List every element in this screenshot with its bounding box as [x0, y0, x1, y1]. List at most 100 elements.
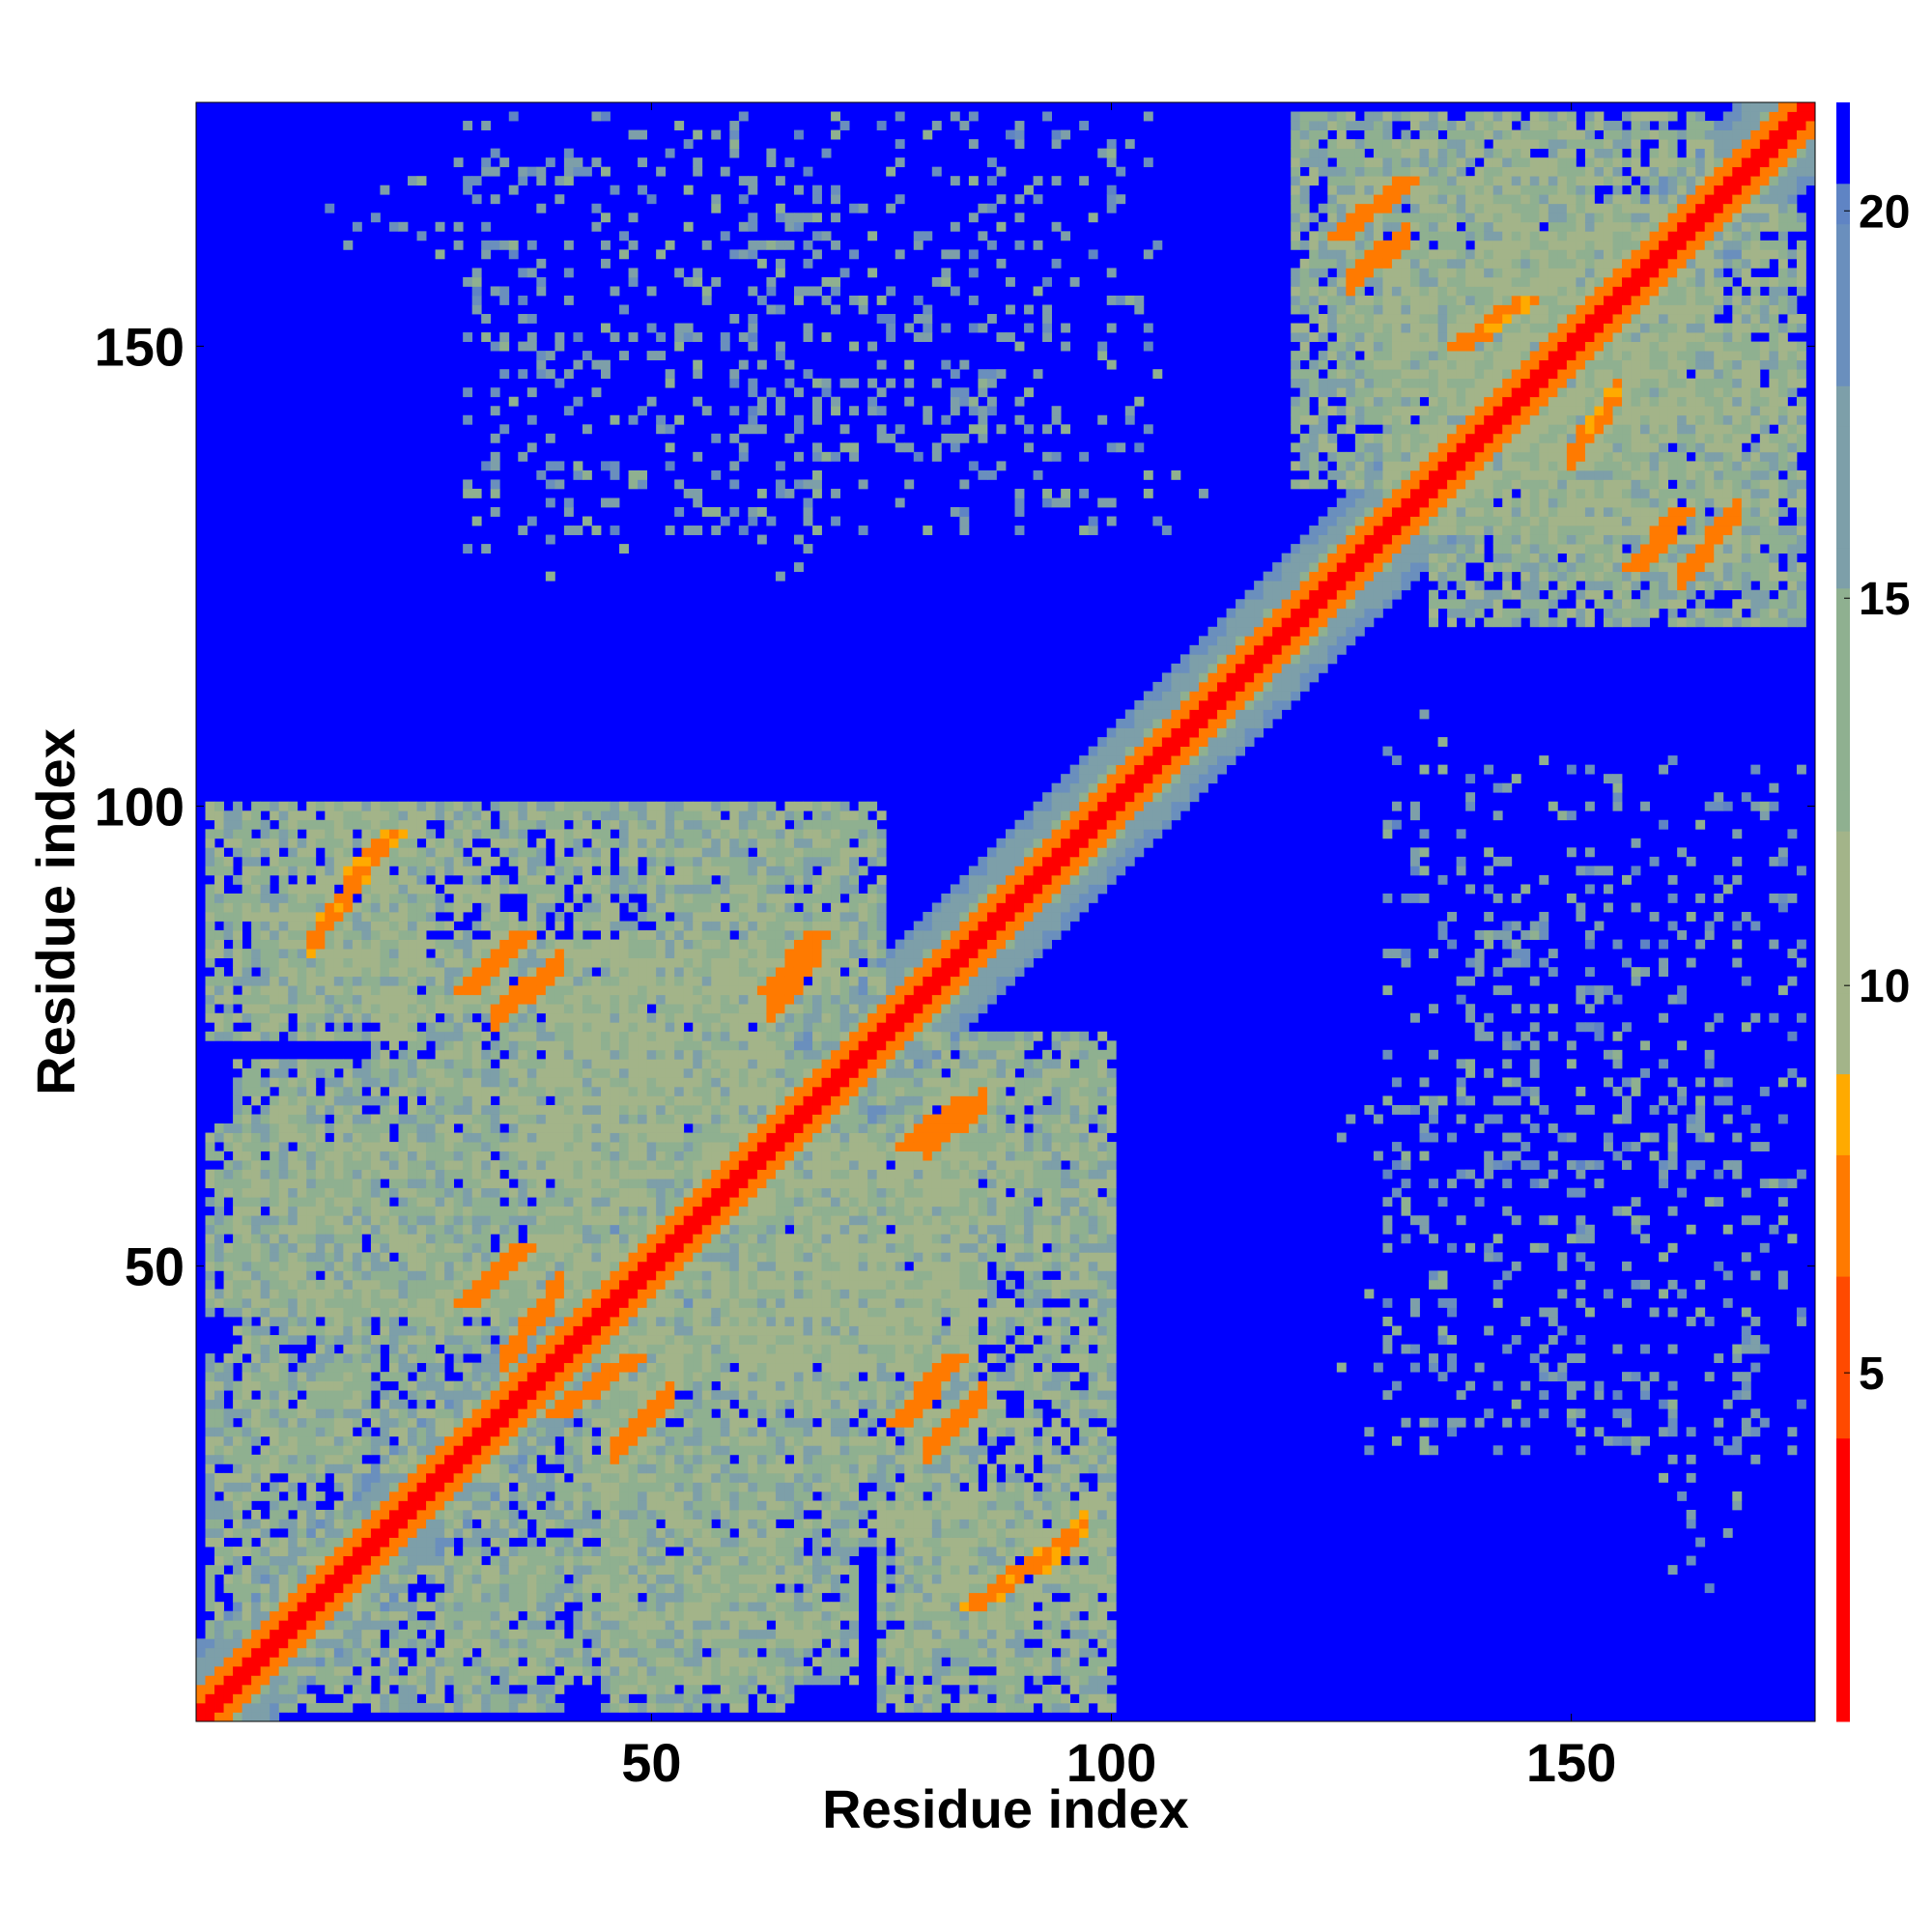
- heatmap-cell: [435, 1077, 445, 1088]
- heatmap-cell: [683, 810, 694, 821]
- heatmap-cell: [582, 1012, 592, 1023]
- heatmap-cell: [333, 1104, 344, 1115]
- heatmap-cell: [223, 1665, 234, 1676]
- heatmap-cell: [242, 1657, 252, 1667]
- heatmap-cell: [453, 1693, 464, 1704]
- heatmap-cell: [463, 1040, 473, 1051]
- heatmap-cell: [306, 1307, 317, 1318]
- heatmap-cell: [646, 902, 657, 913]
- heatmap-cell: [205, 1242, 215, 1253]
- heatmap-cell: [646, 1049, 657, 1060]
- heatmap-cell: [297, 1592, 307, 1603]
- heatmap-cell: [610, 1270, 620, 1281]
- heatmap-cell: [242, 1114, 252, 1124]
- heatmap-cell: [214, 1684, 224, 1694]
- heatmap-cell: [638, 994, 648, 1005]
- heatmap-cell: [325, 1252, 335, 1263]
- heatmap-cell: [453, 1252, 464, 1263]
- heatmap-cell: [352, 1187, 362, 1198]
- heatmap-cell: [315, 1463, 326, 1474]
- heatmap-cell: [361, 1289, 372, 1299]
- heatmap-cell: [408, 1390, 417, 1401]
- heatmap-cell: [619, 1435, 629, 1446]
- heatmap-cell: [278, 1602, 289, 1612]
- heatmap-cell: [683, 1049, 694, 1060]
- heatmap-cell: [628, 1647, 639, 1658]
- heatmap-cell: [315, 1509, 326, 1520]
- heatmap-cell: [656, 1500, 667, 1511]
- heatmap-cell: [683, 1325, 694, 1336]
- heatmap-cell: [343, 1344, 354, 1354]
- heatmap-cell: [591, 1583, 602, 1594]
- heatmap-cell: [674, 921, 685, 931]
- heatmap-cell: [646, 1684, 657, 1694]
- heatmap-cell: [297, 1675, 307, 1686]
- heatmap-cell: [628, 976, 639, 986]
- heatmap-cell: [628, 874, 639, 885]
- heatmap-cell: [306, 912, 317, 922]
- heatmap-cell: [582, 1049, 592, 1060]
- heatmap-cell: [481, 1657, 492, 1667]
- heatmap-cell: [306, 856, 317, 867]
- heatmap-cell: [582, 1022, 592, 1033]
- heatmap-cell: [270, 1647, 280, 1658]
- heatmap-cell: [380, 930, 390, 940]
- heatmap-cell: [591, 1574, 602, 1584]
- heatmap-cell: [444, 1657, 455, 1667]
- heatmap-cell: [343, 1059, 354, 1069]
- heatmap-cell: [270, 1555, 280, 1566]
- heatmap-cell: [398, 1132, 409, 1143]
- heatmap-cell: [683, 1160, 694, 1171]
- heatmap-cell: [573, 1435, 583, 1446]
- heatmap-cell: [665, 1261, 675, 1271]
- heatmap-cell: [242, 1086, 252, 1096]
- heatmap-cell: [380, 1472, 390, 1483]
- heatmap-cell: [508, 1234, 519, 1244]
- heatmap-cell: [223, 1638, 234, 1649]
- heatmap-cell: [260, 1335, 270, 1345]
- heatmap-cell: [426, 994, 436, 1005]
- heatmap-cell: [416, 1142, 427, 1151]
- heatmap-cell: [490, 1435, 500, 1446]
- heatmap-cell: [674, 1362, 685, 1373]
- heatmap-cell: [444, 1665, 455, 1676]
- heatmap-cell: [481, 1565, 492, 1576]
- heatmap-cell: [278, 1647, 289, 1658]
- heatmap-cell: [463, 1067, 473, 1078]
- heatmap-cell: [536, 1372, 547, 1382]
- heatmap-cell: [242, 1702, 252, 1713]
- heatmap-cell: [416, 1307, 427, 1318]
- heatmap-cell: [563, 1142, 574, 1151]
- heatmap-cell: [582, 1509, 592, 1520]
- heatmap-cell: [545, 1077, 555, 1088]
- heatmap-cell: [333, 1372, 344, 1382]
- heatmap-cell: [426, 1151, 436, 1161]
- heatmap-cell: [628, 1408, 639, 1419]
- heatmap-cell: [563, 1197, 574, 1208]
- heatmap-cell: [205, 1602, 215, 1612]
- heatmap-cell: [508, 1454, 519, 1464]
- heatmap-cell: [610, 1234, 620, 1244]
- heatmap-cell: [610, 1620, 620, 1631]
- heatmap-cell: [674, 838, 685, 848]
- heatmap-cell: [526, 1344, 537, 1354]
- heatmap-cell: [536, 957, 547, 968]
- heatmap-cell: [416, 1086, 427, 1096]
- heatmap-cell: [315, 1657, 326, 1667]
- heatmap-cell: [260, 1234, 270, 1244]
- heatmap-cell: [435, 1602, 445, 1612]
- heatmap-cell: [251, 1547, 262, 1556]
- heatmap-cell: [435, 1454, 445, 1464]
- heatmap-cell: [518, 268, 528, 278]
- heatmap-cell: [408, 1427, 417, 1437]
- heatmap-cell: [463, 801, 473, 811]
- heatmap-cell: [380, 1067, 390, 1078]
- heatmap-cell: [380, 1022, 390, 1033]
- heatmap-cell: [665, 856, 675, 867]
- heatmap-cell: [601, 1031, 611, 1041]
- heatmap-cell: [665, 1555, 675, 1566]
- heatmap-cell: [408, 893, 417, 903]
- heatmap-cell: [233, 847, 243, 858]
- heatmap-cell: [398, 1675, 409, 1686]
- heatmap-cell: [471, 1004, 482, 1014]
